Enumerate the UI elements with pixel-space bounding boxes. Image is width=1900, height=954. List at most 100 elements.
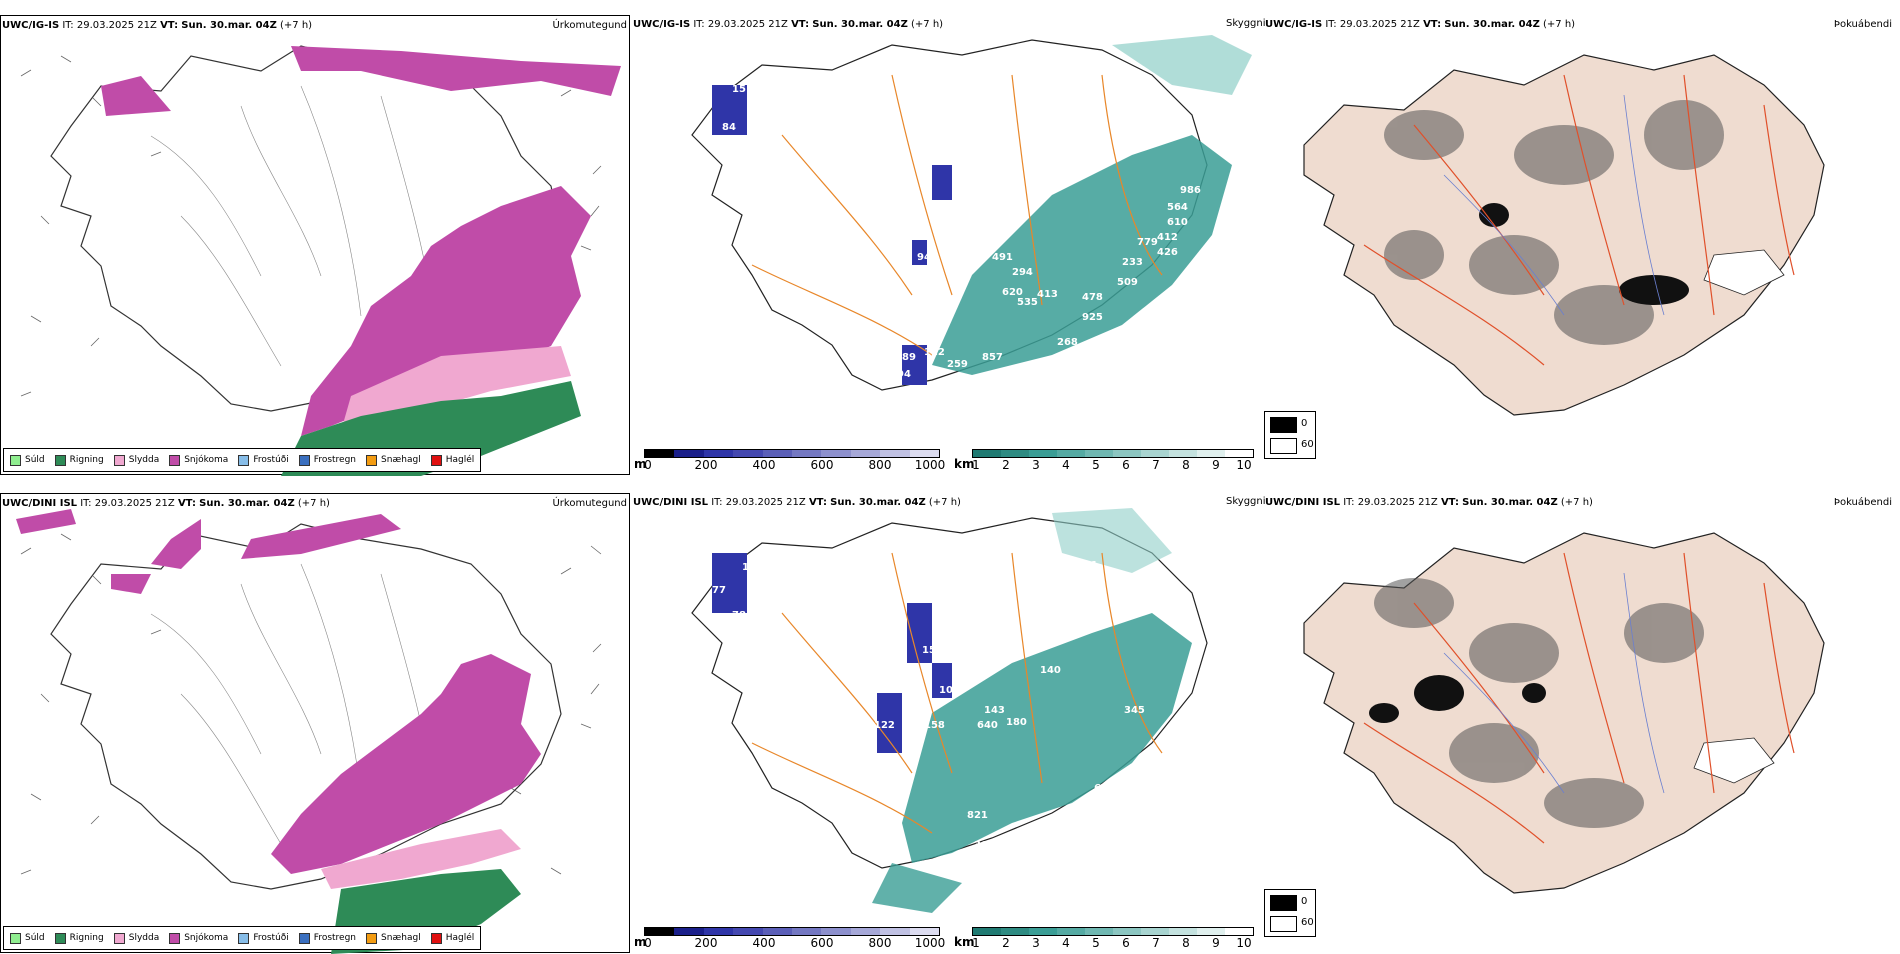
cloud-label: 925 xyxy=(1082,312,1103,323)
cloud-label: 102 xyxy=(939,685,960,696)
cloud-label: 491 xyxy=(992,252,1013,263)
snow-area-nw xyxy=(16,509,76,534)
cloud-label: 155 xyxy=(922,645,943,656)
road-network xyxy=(1363,552,1795,844)
panel-header: UWC/DINI ISL IT: 29.03.2025 21Z VT: Sun.… xyxy=(1265,497,1593,508)
cloud-label: 96 xyxy=(952,182,966,193)
visibility-area-ne xyxy=(1052,508,1172,573)
glacier xyxy=(1693,737,1775,784)
cloud-base-labels: 105 77 78 188 631 296 155 101 133 102 12… xyxy=(712,560,1173,876)
panel-header: UWC/DINI ISL IT: 29.03.2025 21Z VT: Sun.… xyxy=(2,498,330,509)
legend-item: Frostúði xyxy=(238,932,289,944)
cloud-label: 640 xyxy=(977,720,998,731)
legend-item: Rigning xyxy=(54,454,104,466)
iceland-outline xyxy=(691,517,1208,869)
road-network xyxy=(751,552,1163,834)
cloud-label: 296 xyxy=(1152,600,1173,611)
fog-map-row1 xyxy=(1303,54,1825,416)
cloud-label: 132 xyxy=(752,92,773,103)
snow-area-n xyxy=(291,46,621,96)
rivers xyxy=(1443,94,1665,316)
rivers xyxy=(1443,572,1665,794)
panel-title: Skyggni xyxy=(1226,496,1266,507)
snow-area-s xyxy=(301,186,591,436)
snow-area-n xyxy=(241,514,401,559)
cloud-visibility-panel-row2: 105 77 78 188 631 296 155 101 133 102 12… xyxy=(632,493,1262,953)
panel-title: Úrkomutegund xyxy=(552,20,627,31)
panel-header: UWC/IG-IS IT: 29.03.2025 21Z VT: Sun. 30… xyxy=(1265,19,1576,30)
cloud-label: 84 xyxy=(932,207,946,218)
panel-header: UWC/DINI ISL IT: 29.03.2025 21Z VT: Sun.… xyxy=(633,497,961,508)
dense-fog xyxy=(1479,203,1689,305)
cloud-label: 259 xyxy=(947,359,968,370)
cloud-label: 297 xyxy=(944,382,965,393)
legend-item: Slydda xyxy=(113,932,159,944)
cloud-label: 188 xyxy=(732,630,753,641)
cloud-label: 647 xyxy=(1094,783,1115,794)
glacier xyxy=(1703,249,1785,296)
road-network xyxy=(751,74,1163,356)
cloud-label: 94 xyxy=(897,369,911,380)
cloud-label: 221 xyxy=(1057,827,1078,838)
precip-legend: Súld Rigning Slydda Snjókoma Frostúði Fr… xyxy=(3,448,482,472)
cloud-label: 158 xyxy=(924,720,945,731)
cloud-label: 140 xyxy=(1040,665,1061,676)
panel-title: Skyggni xyxy=(1226,18,1266,29)
legend-item: Snjókoma xyxy=(169,454,228,466)
cloud-label: 133 xyxy=(972,660,993,671)
snow-area-s xyxy=(271,654,541,874)
cloud-label: 122 xyxy=(874,720,895,731)
legend-item: Frostregn xyxy=(298,454,356,466)
legend-item: Snjókoma xyxy=(169,932,228,944)
visibility-area xyxy=(932,135,1232,375)
cloud-label: 494 xyxy=(982,227,1003,238)
snow-area-w xyxy=(111,519,201,594)
cloud-label: 107 xyxy=(890,788,911,799)
cloud-label: 345 xyxy=(1124,705,1145,716)
panel-title: Úrkomutegund xyxy=(552,498,627,509)
cloud-base-colorbar: m 0 200 400 600 800 1000 xyxy=(634,449,945,473)
visibility-colorbar: km 1 2 3 4 5 6 7 8 9 10 xyxy=(954,927,1254,951)
precip-map-row2 xyxy=(16,509,602,954)
cloud-label: 564 xyxy=(1167,202,1188,213)
visibility-area-ne xyxy=(1112,35,1252,95)
cloud-base-labels: 15 132 84 96 84 94 494 491 294 620 535 4… xyxy=(722,84,1201,418)
precip-legend: Súld Rigning Slydda Snjókoma Frostúði Fr… xyxy=(3,926,482,950)
cloud-label: 426 xyxy=(1157,247,1178,258)
dense-fog xyxy=(1369,675,1546,723)
cloud-label: 105 xyxy=(742,562,763,573)
cloud-label: 180 xyxy=(1006,717,1027,728)
cloud-label: 79 xyxy=(932,407,946,418)
cloud-label: 101 xyxy=(957,630,978,641)
legend-item: Súld xyxy=(10,454,45,466)
cloud-label: 122 xyxy=(924,347,945,358)
legend-item: Snæhagl xyxy=(366,454,421,466)
low-cloud-areas xyxy=(712,85,952,385)
cloud-label: 233 xyxy=(1122,257,1143,268)
panel-title: Þokuábendi xyxy=(1833,497,1892,508)
panel-header: UWC/IG-IS IT: 29.03.2025 21Z VT: Sun. 30… xyxy=(2,20,313,31)
panel-header: UWC/IG-IS IT: 29.03.2025 21Z VT: Sun. 30… xyxy=(633,19,944,30)
fog-panel-row2: UWC/DINI ISL IT: 29.03.2025 21Z VT: Sun.… xyxy=(1264,493,1894,953)
wind-barbs xyxy=(20,533,602,875)
cloud-label: 821 xyxy=(967,810,988,821)
contours xyxy=(150,563,432,845)
legend-item: Snæhagl xyxy=(366,932,421,944)
fog-map-row2 xyxy=(1303,532,1825,894)
fog-panel-row1: UWC/IG-IS IT: 29.03.2025 21Z VT: Sun. 30… xyxy=(1264,15,1894,475)
visibility-area-s xyxy=(872,863,962,913)
cloud-map-row2: 105 77 78 188 631 296 155 101 133 102 12… xyxy=(691,508,1208,913)
sleet-area xyxy=(321,829,521,889)
cloud-label: 620 xyxy=(1002,287,1023,298)
cloud-label: 413 xyxy=(1037,289,1058,300)
cloud-label: 478 xyxy=(1082,292,1103,303)
cloud-label: 294 xyxy=(1012,267,1033,278)
cloud-label: 412 xyxy=(1157,232,1178,243)
legend-item: Rigning xyxy=(54,932,104,944)
road-network xyxy=(1363,74,1795,366)
cloud-label: 515 xyxy=(930,865,951,876)
cloud-label: 509 xyxy=(1117,277,1138,288)
legend-item: Frostúði xyxy=(238,454,289,466)
precip-map-row1 xyxy=(20,45,621,476)
cloud-map-row1: 15 132 84 96 84 94 494 491 294 620 535 4… xyxy=(691,35,1252,418)
